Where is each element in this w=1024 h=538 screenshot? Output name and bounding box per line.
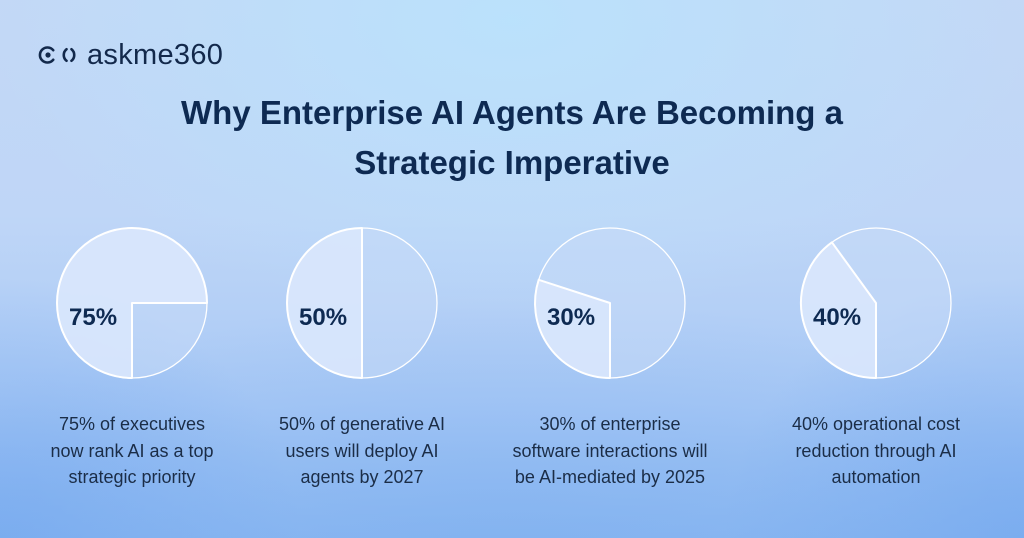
pie-chart-50 [286, 227, 438, 379]
pie-slice [534, 278, 611, 379]
stat-caption: 30% of enterprise software interactions … [480, 411, 740, 491]
pie-slice [286, 227, 363, 379]
caption-line: users will deploy AI [285, 440, 439, 461]
caption-line: 40% operational cost [791, 414, 961, 434]
askme360-logo-icon [38, 46, 76, 64]
caption-line: be AI-mediated by 2025 [514, 467, 706, 487]
pie-percent-label: 50% [299, 304, 348, 331]
caption-line: agents by 2027 [300, 467, 424, 487]
pie-chart-40 [800, 227, 952, 379]
caption-line: software interactions will [512, 440, 708, 461]
page-title-line-2: Strategic Imperative [354, 144, 670, 181]
pie-slice [56, 227, 208, 379]
caption-line: 30% of enterprise [539, 414, 681, 434]
caption-line: strategic priority [68, 467, 196, 487]
stat-caption: 75% of executives now rank AI as a top s… [2, 411, 262, 491]
page-title-line-1: Why Enterprise AI Agents Are Becoming a [181, 94, 843, 131]
pie-percent-label: 75% [69, 304, 118, 331]
pie-slice [800, 241, 877, 379]
brand-logo: askme360 [37, 38, 223, 72]
pie-percent-label: 40% [813, 304, 862, 331]
caption-line: 75% of executives [58, 414, 206, 434]
caption-line: now rank AI as a top [50, 440, 214, 461]
caption-line: reduction through AI [795, 440, 957, 461]
stat-caption: 40% operational cost reduction through A… [746, 411, 1006, 491]
caption-line: automation [831, 467, 921, 487]
brand-name: askme360 [87, 39, 224, 71]
stat-caption: 50% of generative AI users will deploy A… [232, 411, 492, 491]
pie-percent-label: 30% [547, 304, 596, 331]
pie-chart-30 [534, 227, 686, 379]
caption-line: 50% of generative AI [278, 414, 446, 434]
pie-chart-75 [56, 227, 208, 379]
